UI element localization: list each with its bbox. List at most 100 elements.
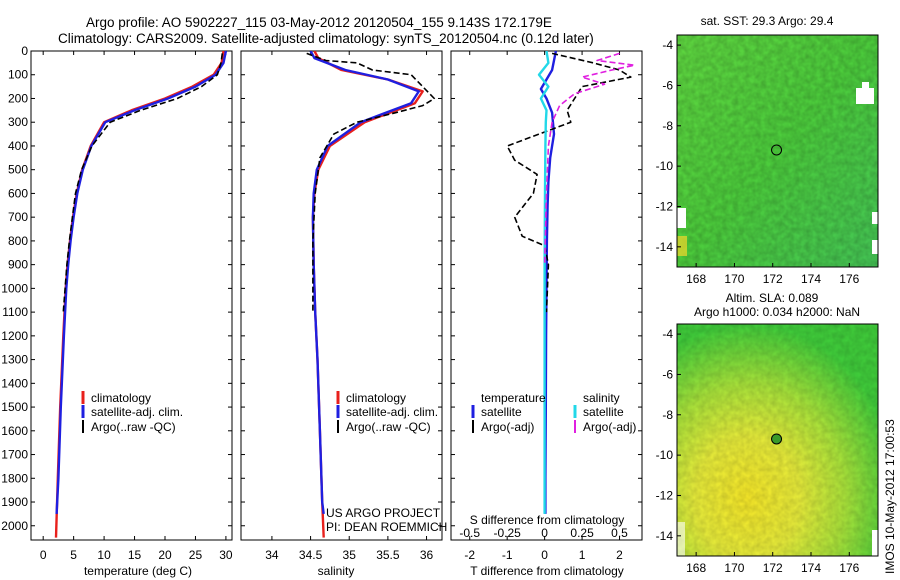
x-tick-label: 2 (616, 548, 623, 562)
legend-title-temperature: temperature (481, 391, 546, 405)
x-tick-label: 30 (219, 548, 233, 562)
depth-tick-label: 1300 (1, 353, 28, 367)
x-tick-label: 35 (343, 548, 357, 562)
lat-tick-label: -10 (656, 448, 674, 462)
depth-tick-label: 100 (8, 68, 28, 82)
x-tick-label: 1 (579, 548, 586, 562)
lon-tick-label: 170 (724, 561, 744, 575)
s-diff-tick-label: 0.5 (611, 526, 628, 540)
imos-timestamp: IMOS 10-May-2012 17:00:53 (883, 419, 897, 574)
pi-annotation: PI: DEAN ROEMMICH (326, 520, 447, 534)
depth-tick-label: 1500 (1, 400, 28, 414)
salinity-axis-ticks: 34 34.5 35 35.5 36 (265, 51, 434, 562)
series-line-1 (55, 51, 228, 514)
depth-tick-label: 900 (8, 258, 28, 272)
sla-map-frame (676, 323, 879, 557)
depth-tick-label: 500 (8, 163, 28, 177)
lat-tick-label: -14 (656, 529, 674, 543)
header-line-2: Climatology: CARS2009. Satellite-adjuste… (58, 31, 594, 46)
lat-tick-label: -4 (662, 327, 673, 341)
depth-tick-label: 1900 (1, 495, 28, 509)
t-difference-xlabel: T difference from climatology (470, 564, 624, 578)
project-annotation: US ARGO PROJECT (326, 506, 441, 520)
legend-label: climatology (91, 391, 151, 405)
legend-title-salinity: salinity (583, 391, 620, 405)
salinity-xlabel: salinity (318, 564, 355, 578)
salinity-legend: climatology satellite-adj. clim. Argo(..… (336, 391, 438, 434)
series-line-3 (543, 52, 636, 265)
depth-tick-label: 1600 (1, 424, 28, 438)
x-tick-label: 5 (70, 548, 77, 562)
lat-tick-label: -10 (656, 159, 674, 173)
depth-tick-label: 700 (8, 210, 28, 224)
series-line-2 (537, 51, 550, 514)
temperature-series (54, 51, 228, 538)
temperature-xlabel: temperature (deg C) (84, 564, 192, 578)
series-line-1 (506, 52, 632, 313)
sst-texture (677, 35, 878, 267)
sst-map-frame (676, 34, 879, 268)
depth-tick-label: 800 (8, 234, 28, 248)
sla-land-mask (677, 522, 685, 556)
difference-series (506, 51, 636, 514)
t-difference-axis-ticks: -2 -1 0 1 2 (464, 51, 623, 562)
sst-land-mask (677, 208, 686, 228)
lon-tick-label: 176 (839, 561, 859, 575)
depth-tick-label: 400 (8, 139, 28, 153)
depth-tick-label: 1800 (1, 471, 28, 485)
x-tick-label: 35.5 (376, 548, 400, 562)
depth-tick-label: 1100 (2, 305, 28, 319)
legend-label: Argo(..raw -QC) (346, 420, 431, 434)
salinity-series (306, 51, 436, 538)
sst-map-ticks: 168 170 172 174 176 -4 -6 -8 -10 -12 -14 (656, 38, 860, 286)
depth-tick-label: 2000 (1, 519, 28, 533)
x-tick-label: 0 (40, 548, 47, 562)
lat-tick-label: -6 (662, 78, 673, 92)
x-tick-label: 34 (265, 548, 279, 562)
sst-map-title: sat. SST: 29.3 Argo: 29.4 (701, 14, 834, 28)
temperature-axis-ticks: 0 5 10 15 20 25 30 (40, 51, 233, 562)
argo-float-marker (771, 144, 783, 156)
lat-tick-label: -14 (656, 240, 674, 254)
salinity-plot-frame (240, 50, 443, 541)
s-diff-tick-label: -0.25 (493, 526, 521, 540)
depth-tick-label: 1400 (1, 376, 28, 390)
x-tick-label: 36 (420, 548, 434, 562)
legend-label: satellite (481, 405, 522, 419)
difference-legend: temperature salinity satellite Argo(-adj… (471, 391, 636, 434)
lon-tick-label: 172 (763, 561, 783, 575)
legend-label: Argo(-adj) (583, 420, 636, 434)
lat-tick-label: -6 (662, 367, 673, 381)
lat-tick-label: -12 (656, 488, 674, 502)
x-tick-label: 20 (158, 548, 172, 562)
legend-label: climatology (346, 391, 406, 405)
x-tick-label: 15 (128, 548, 142, 562)
series-line-0 (539, 51, 558, 514)
sla-map-title: Altim. SLA: 0.089 (726, 291, 819, 305)
lat-tick-label: -8 (662, 408, 673, 422)
argo-float-marker (771, 433, 783, 445)
series-line-2 (62, 53, 224, 313)
sst-land-mask (856, 88, 874, 104)
legend-label: satellite (583, 405, 624, 419)
s-difference-axis-ticks: -0.5 -0.25 0 0.25 0.5 (459, 526, 628, 540)
temperature-plot-frame (30, 50, 233, 541)
legend-label: satellite-adj. clim. (91, 405, 183, 419)
lat-tick-label: -4 (662, 38, 673, 52)
series-line-2 (306, 52, 436, 313)
x-tick-label: -2 (464, 548, 475, 562)
depth-tick-label: 1700 (1, 448, 28, 462)
legend-label: Argo(-adj) (481, 420, 534, 434)
sla-land-mask (872, 530, 878, 556)
s-diff-tick-label: 0 (541, 526, 548, 540)
depth-tick-label: 1000 (1, 281, 28, 295)
lon-tick-label: 174 (801, 561, 821, 575)
x-tick-label: 25 (189, 548, 203, 562)
s-diff-tick-label: -0.5 (459, 526, 480, 540)
sst-map (676, 34, 879, 268)
legend-label: Argo(..raw -QC) (91, 420, 176, 434)
x-tick-label: 0 (541, 548, 548, 562)
s-diff-tick-label: 0.25 (570, 526, 594, 540)
x-tick-label: 34.5 (299, 548, 323, 562)
